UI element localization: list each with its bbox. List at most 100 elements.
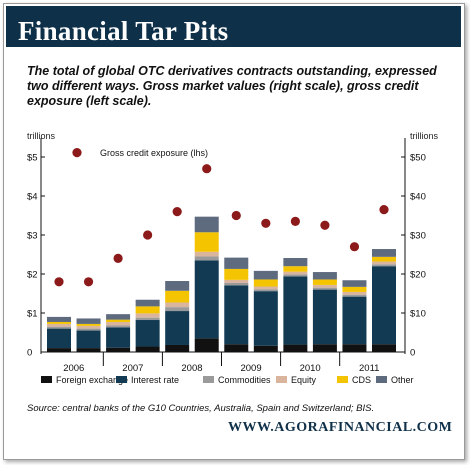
bar-segment bbox=[106, 327, 131, 348]
bar-segment bbox=[165, 344, 190, 352]
bar-segment bbox=[165, 302, 190, 308]
bar-segment bbox=[194, 251, 219, 257]
legend-swatch bbox=[116, 376, 127, 383]
bar-segment bbox=[372, 344, 396, 352]
right-axis-tick-label: $40 bbox=[410, 192, 426, 203]
bar-segment bbox=[372, 256, 396, 262]
bar-segment bbox=[224, 279, 249, 283]
credit-exposure-legend-marker bbox=[72, 148, 82, 158]
year-label: 2010 bbox=[300, 363, 321, 374]
bar-segment bbox=[224, 285, 249, 345]
right-axis-unit: trillions bbox=[410, 131, 439, 141]
bar-segment bbox=[135, 313, 160, 318]
bar-segment bbox=[47, 326, 71, 329]
bar-segment bbox=[312, 344, 337, 352]
bar-segment bbox=[47, 316, 71, 322]
legend-label: Equity bbox=[291, 375, 317, 385]
chart-title: Financial Tar Pits bbox=[18, 16, 229, 46]
source-note: Source: central banks of the G10 Countri… bbox=[27, 403, 375, 414]
legend-swatch bbox=[376, 376, 387, 383]
bar-segment bbox=[76, 348, 101, 352]
credit-exposure-point bbox=[349, 242, 360, 252]
bar-segment bbox=[194, 216, 219, 233]
left-axis-unit: trillions bbox=[27, 131, 56, 141]
right-axis-tick-label: 0 bbox=[410, 348, 415, 359]
bar-segment bbox=[312, 279, 337, 285]
bar-segment bbox=[194, 338, 219, 352]
bar-segment bbox=[342, 280, 367, 287]
bar-segment bbox=[253, 345, 278, 352]
credit-exposure-point bbox=[172, 207, 182, 217]
left-axis-tick-label: $5 bbox=[27, 153, 38, 164]
bar-segment bbox=[253, 291, 278, 346]
bar-segment bbox=[224, 282, 249, 286]
bar-segment bbox=[47, 348, 71, 352]
right-axis-tick-label: $20 bbox=[410, 270, 426, 281]
legend-label: Commodities bbox=[218, 375, 271, 385]
year-label: 2006 bbox=[63, 363, 84, 374]
bar-segment bbox=[224, 344, 249, 352]
bar-segment bbox=[312, 284, 337, 288]
bar-segment bbox=[194, 256, 219, 261]
credit-exposure-legend-label: Gross credit exposure (lhs) bbox=[100, 148, 208, 158]
bar-segment bbox=[342, 296, 367, 345]
bar-segment bbox=[224, 268, 249, 280]
title-bar bbox=[6, 6, 461, 47]
bar-segment bbox=[312, 272, 337, 280]
bar-segment bbox=[342, 291, 367, 295]
bar-segment bbox=[106, 321, 131, 326]
bar-segment bbox=[342, 294, 367, 297]
right-axis-tick-label: $50 bbox=[410, 153, 426, 164]
bar-segment bbox=[194, 232, 219, 252]
credit-exposure-point bbox=[261, 218, 271, 228]
left-axis-tick-label: $3 bbox=[27, 231, 38, 242]
year-label: 2008 bbox=[181, 363, 202, 374]
bar-segment bbox=[106, 325, 131, 328]
bar-segment bbox=[342, 344, 367, 352]
chart-subtitle: The total of global OTC derivatives cont… bbox=[27, 64, 437, 108]
credit-exposure-point bbox=[113, 253, 123, 263]
legend-label: Interest rate bbox=[131, 375, 179, 385]
bar-segment bbox=[253, 286, 278, 290]
legend-label: Other bbox=[391, 375, 414, 385]
bar-segment bbox=[165, 290, 190, 303]
year-label: 2011 bbox=[359, 363, 379, 374]
bar-segment bbox=[135, 306, 160, 314]
bar-segment bbox=[135, 299, 160, 307]
bar-segment bbox=[283, 271, 308, 275]
left-axis-tick-label: $1 bbox=[27, 309, 38, 320]
bar-segment bbox=[312, 289, 337, 345]
bar-segment bbox=[76, 328, 101, 331]
bar-segment bbox=[47, 321, 71, 324]
credit-exposure-point bbox=[320, 220, 330, 230]
left-axis-tick-label: $2 bbox=[27, 270, 38, 281]
website-url: WWW.AGORAFINANCIAL.COM bbox=[228, 420, 453, 435]
credit-exposure-point bbox=[379, 205, 389, 215]
bar-segment bbox=[135, 317, 160, 321]
bar-segment bbox=[283, 276, 308, 345]
bar-segment bbox=[283, 344, 308, 352]
bar-segment bbox=[165, 311, 190, 345]
chart-frame bbox=[3, 3, 465, 460]
credit-exposure-point bbox=[202, 164, 212, 174]
year-label: 2007 bbox=[122, 363, 143, 374]
credit-exposure-point bbox=[83, 277, 94, 287]
right-axis-tick-label: $30 bbox=[410, 231, 426, 242]
bar-segment bbox=[135, 346, 160, 352]
right-axis-tick-label: $10 bbox=[410, 309, 426, 320]
left-axis-tick-label: $4 bbox=[27, 192, 38, 203]
bar-segment bbox=[283, 258, 308, 267]
bar-segment bbox=[106, 319, 131, 322]
bar-segment bbox=[253, 289, 278, 292]
bar-segment bbox=[253, 279, 278, 287]
bar-segment bbox=[253, 270, 278, 280]
year-label: 2009 bbox=[240, 363, 261, 374]
bar-segment bbox=[224, 257, 249, 269]
bar-segment bbox=[76, 330, 101, 349]
bar-segment bbox=[106, 314, 131, 320]
credit-exposure-point bbox=[143, 230, 153, 240]
bar-segment bbox=[76, 318, 101, 324]
bar-segment bbox=[342, 286, 367, 292]
legend-swatch bbox=[337, 376, 348, 383]
